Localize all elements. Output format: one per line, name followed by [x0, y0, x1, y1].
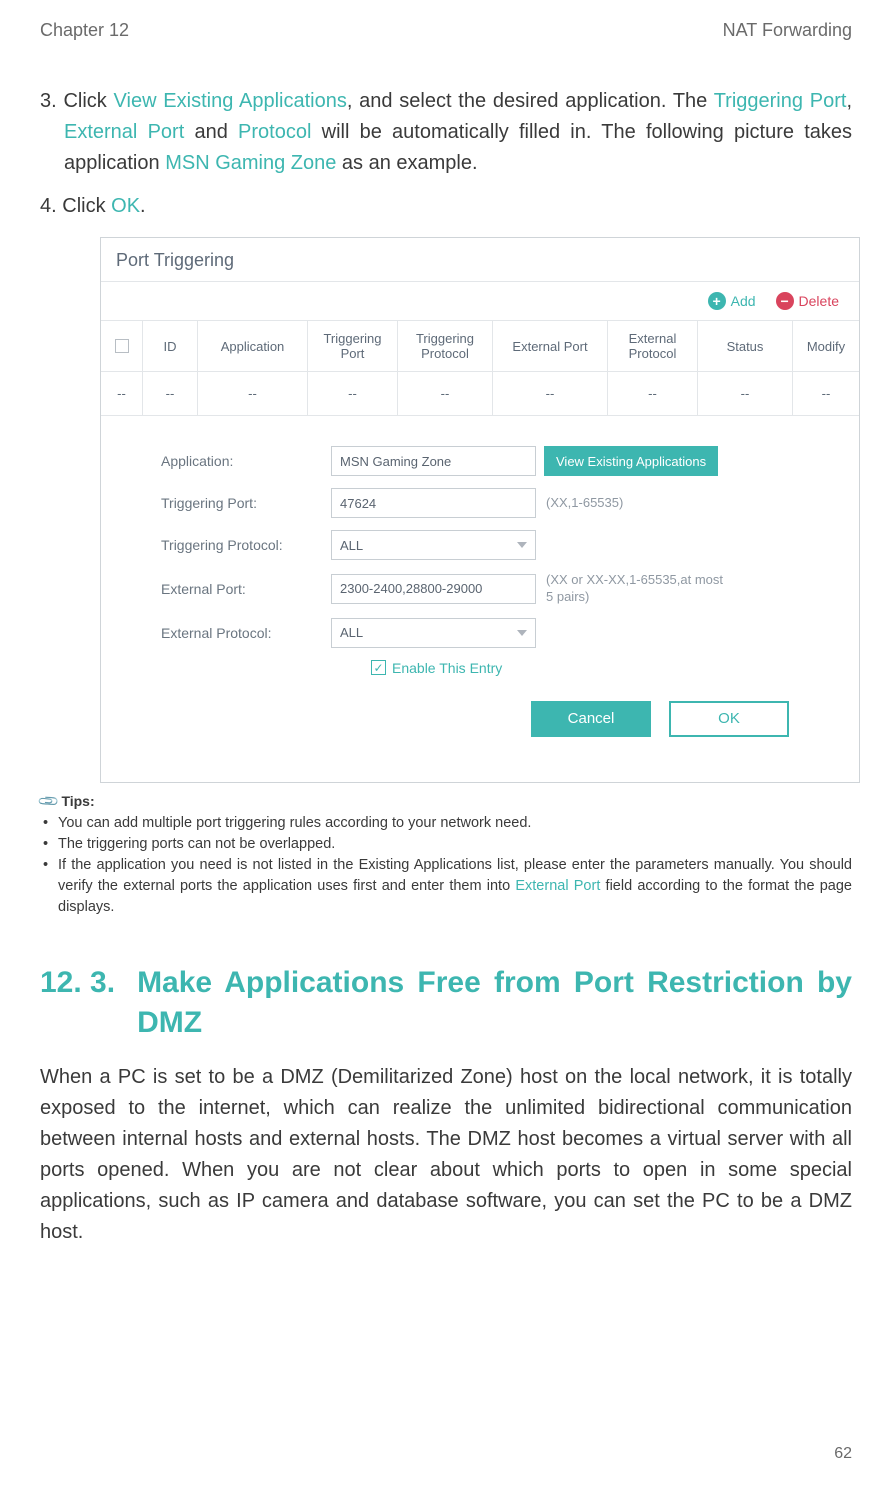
delete-button[interactable]: − Delete — [776, 292, 839, 310]
cell: -- — [698, 372, 793, 415]
tip-item: The triggering ports can not be overlapp… — [40, 834, 852, 855]
minus-icon: − — [776, 292, 794, 310]
text: . — [140, 195, 146, 217]
step-4: 4. Click OK. — [40, 191, 852, 222]
chevron-down-icon — [517, 542, 527, 548]
cell: -- — [793, 372, 859, 415]
triggering-port-label: Triggering Port: — [121, 495, 331, 511]
cell: -- — [198, 372, 308, 415]
page-number: 62 — [834, 1445, 852, 1463]
col-modify: Modify — [793, 321, 859, 371]
text: Click — [62, 195, 111, 217]
tips-block: 📎 Tips: You can add multiple port trigge… — [40, 793, 852, 918]
panel-title: Port Triggering — [101, 238, 859, 282]
row-triggering-port: Triggering Port: (XX,1-65535) — [121, 488, 839, 518]
application-input[interactable] — [331, 446, 536, 476]
checkbox-icon[interactable] — [115, 339, 129, 353]
panel-toolbar: + Add − Delete — [101, 282, 859, 320]
tip-item: You can add multiple port triggering rul… — [40, 813, 852, 834]
cell: -- — [143, 372, 198, 415]
cell: -- — [398, 372, 493, 415]
tips-label: Tips: — [61, 793, 94, 809]
external-protocol-label: External Protocol: — [121, 625, 331, 641]
col-external-protocol: External Protocol — [608, 321, 698, 371]
triggering-protocol-label: Triggering Protocol: — [121, 537, 331, 553]
external-port-label: External Port: — [121, 581, 331, 597]
section-paragraph: When a PC is set to be a DMZ (Demilitari… — [40, 1062, 852, 1248]
text: Click — [63, 90, 113, 112]
link-protocol: Protocol — [238, 121, 311, 143]
triggering-port-hint: (XX,1-65535) — [546, 495, 623, 512]
add-label: Add — [731, 293, 756, 309]
section-label: NAT Forwarding — [723, 20, 852, 41]
link-external-port: External Port — [64, 121, 184, 143]
external-port-hint: (XX or XX-XX,1-65535,at most 5 pairs) — [546, 572, 726, 606]
row-external-port: External Port: (XX or XX-XX,1-65535,at m… — [121, 572, 839, 606]
external-port-input[interactable] — [331, 574, 536, 604]
section-title: Make Applications Free from Port Restric… — [137, 963, 852, 1044]
section-number: 12. 3. — [40, 963, 115, 1044]
cell: -- — [493, 372, 608, 415]
chapter-label: Chapter 12 — [40, 20, 129, 41]
port-table: ID Application Triggering Port Triggerin… — [101, 320, 859, 416]
form-buttons: Cancel OK — [121, 701, 839, 762]
add-button[interactable]: + Add — [708, 292, 756, 310]
col-checkbox — [101, 321, 143, 371]
entry-form: Application: View Existing Applications … — [101, 416, 859, 782]
link-ok: OK — [111, 195, 140, 217]
external-protocol-select[interactable]: ALL — [331, 618, 536, 648]
col-status: Status — [698, 321, 793, 371]
text: , — [846, 90, 852, 112]
tips-header: 📎 Tips: — [40, 793, 852, 810]
cell: -- — [308, 372, 398, 415]
page-header: Chapter 12 NAT Forwarding — [40, 20, 852, 41]
plus-icon: + — [708, 292, 726, 310]
delete-label: Delete — [799, 293, 839, 309]
step-number: 3. — [40, 90, 63, 112]
application-label: Application: — [121, 453, 331, 469]
link-triggering-port: Triggering Port — [714, 90, 847, 112]
step-3: 3. Click View Existing Applications, and… — [40, 86, 852, 179]
paperclip-icon: 📎 — [37, 789, 61, 813]
row-application: Application: View Existing Applications — [121, 446, 839, 476]
table-row: -- -- -- -- -- -- -- -- -- — [101, 372, 859, 415]
col-id: ID — [143, 321, 198, 371]
chevron-down-icon — [517, 630, 527, 636]
ok-button[interactable]: OK — [669, 701, 789, 737]
step-number: 4. — [40, 195, 62, 217]
link-view-existing: View Existing Applications — [114, 90, 347, 112]
col-external-port: External Port — [493, 321, 608, 371]
col-application: Application — [198, 321, 308, 371]
table-header-row: ID Application Triggering Port Triggerin… — [101, 321, 859, 372]
view-existing-button[interactable]: View Existing Applications — [544, 446, 718, 476]
text: as an example. — [336, 152, 477, 174]
link-external-port: External Port — [515, 878, 600, 894]
row-triggering-protocol: Triggering Protocol: ALL — [121, 530, 839, 560]
link-msn: MSN Gaming Zone — [165, 152, 336, 174]
row-external-protocol: External Protocol: ALL — [121, 618, 839, 648]
tips-list: You can add multiple port triggering rul… — [40, 813, 852, 918]
enable-checkbox[interactable]: ✓ — [371, 660, 386, 675]
port-triggering-panel: Port Triggering + Add − Delete ID Applic… — [100, 237, 860, 783]
enable-label: Enable This Entry — [392, 660, 502, 676]
select-value: ALL — [340, 625, 363, 640]
cell: -- — [608, 372, 698, 415]
enable-entry-row: ✓ Enable This Entry — [371, 660, 839, 676]
cell: -- — [101, 372, 143, 415]
select-value: ALL — [340, 538, 363, 553]
tip-item: If the application you need is not liste… — [40, 855, 852, 918]
cancel-button[interactable]: Cancel — [531, 701, 651, 737]
text: and — [184, 121, 238, 143]
col-triggering-protocol: Triggering Protocol — [398, 321, 493, 371]
text: , and select the desired application. Th… — [347, 90, 714, 112]
col-triggering-port: Triggering Port — [308, 321, 398, 371]
section-heading: 12. 3. Make Applications Free from Port … — [40, 963, 852, 1044]
triggering-protocol-select[interactable]: ALL — [331, 530, 536, 560]
triggering-port-input[interactable] — [331, 488, 536, 518]
